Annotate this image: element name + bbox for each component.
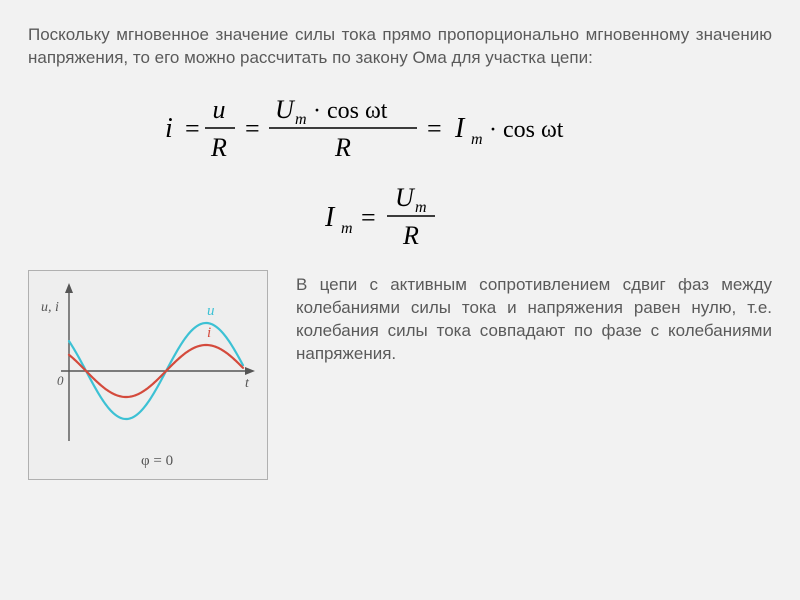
f1-n2a: U [275,95,296,124]
f1-r1: I [454,113,466,144]
svg-text:=: = [361,203,376,232]
f1-r2: m [471,131,483,148]
f2-n2: m [415,199,427,216]
svg-text:=: = [427,114,442,143]
svg-text:=: = [245,114,260,143]
f2-d: R [402,221,419,250]
svg-text:i: i [207,325,211,341]
svg-text:φ = 0: φ = 0 [141,453,173,469]
f1-r3: · cos ωt [489,117,564,143]
f1-lhs: i [165,113,173,144]
f1-frac2-den: R [334,133,351,162]
phase-paragraph: В цепи с активным сопротивлением сдвиг ф… [296,270,772,366]
svg-text:0: 0 [57,373,64,388]
f2-l1: I [325,202,336,233]
f1-n2c: · cos ωt [313,98,388,124]
f2-n1: U [395,183,416,212]
svg-text:u, i: u, i [41,300,59,315]
svg-text:t: t [245,376,250,391]
f1-frac1-den: R [210,133,227,162]
f1-frac1-num: u [213,95,226,124]
svg-text:=: = [185,114,200,143]
f2-l2: m [341,220,353,237]
formula-1: i = u R = U m · cos ωt R = I m · cos ωt [28,90,772,170]
intro-paragraph: Поскольку мгновенное значение силы тока … [28,24,772,70]
phase-graph: u, i 0 t ui φ = 0 [28,270,268,480]
f1-n2b: m [295,111,307,128]
svg-text:u: u [207,303,215,319]
formula-2: I m = U m R [28,180,772,258]
